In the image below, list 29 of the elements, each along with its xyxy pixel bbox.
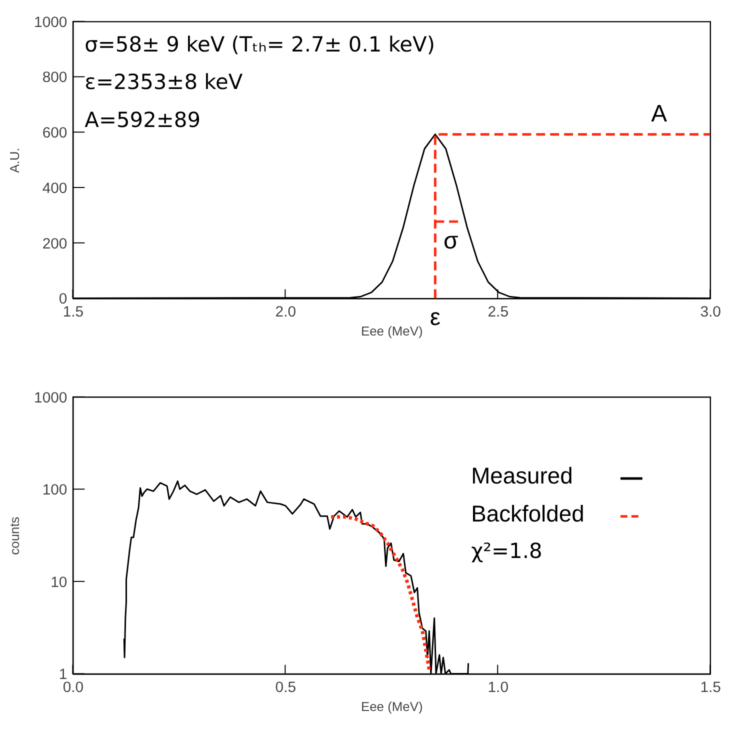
x-tick-label: 1.5 [62, 304, 84, 321]
y-tick-label: 200 [42, 235, 68, 252]
annotation: ε [430, 304, 441, 332]
x-tick-label: 3.0 [700, 304, 721, 321]
x-tick-label: 0.5 [275, 679, 296, 696]
y-axis-title: A.U. [7, 148, 22, 173]
x-axis-title: Eee (MeV) [360, 699, 423, 714]
y-tick-label: 10 [50, 574, 68, 591]
y-tick-label: 100 [42, 482, 68, 499]
y-tick-label: 800 [42, 69, 68, 86]
x-tick-label: 1.0 [488, 679, 509, 696]
y-tick-label: 600 [42, 124, 68, 142]
y-tick-label: 400 [42, 180, 68, 197]
legend-label: Backfolded [471, 500, 584, 526]
y-axis-title: counts [7, 516, 22, 555]
y-tick-label: 1000 [34, 389, 68, 406]
annotation: A=592±89 [84, 108, 200, 132]
x-tick-label: 1.5 [700, 679, 721, 696]
annotation: A [651, 100, 668, 128]
y-tick-label: 1000 [34, 14, 68, 31]
x-axis-title: Eee (MeV) [360, 324, 423, 339]
annotation: σ [444, 227, 459, 254]
x-tick-label: 0.0 [62, 679, 84, 696]
annotation: χ²=1.8 [471, 539, 542, 564]
x-tick-label: 2.0 [275, 304, 296, 321]
annotation: ε=2353±8 keV [84, 70, 244, 94]
x-tick-label: 2.5 [488, 304, 509, 321]
annotation: σ=58± 9 keV (Tₜₕ= 2.7± 0.1 keV) [84, 32, 435, 56]
legend-label: Measured [471, 462, 573, 488]
